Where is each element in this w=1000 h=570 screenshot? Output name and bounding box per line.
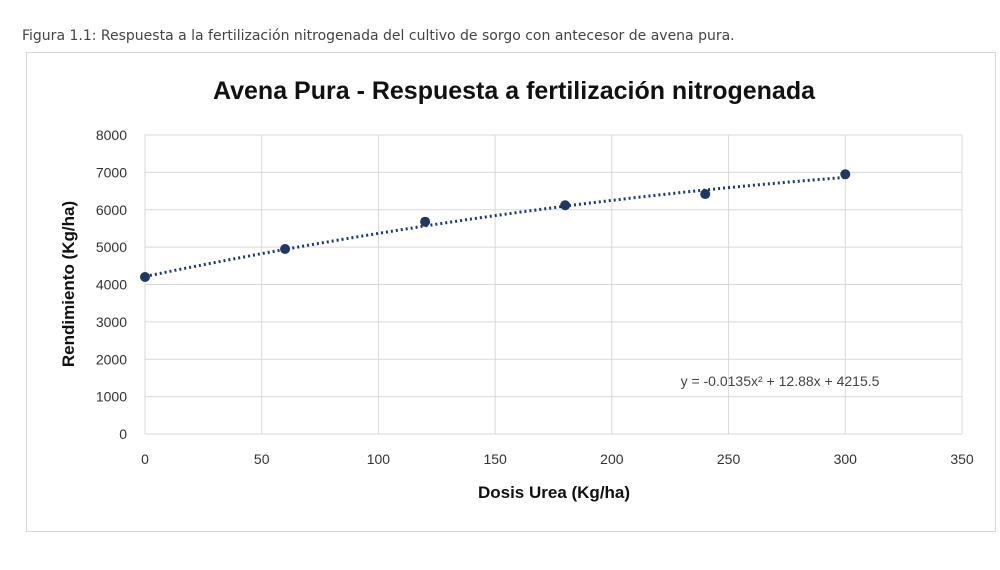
x-tick-label: 0 [141, 451, 149, 467]
data-point [560, 200, 571, 211]
x-tick-label: 300 [834, 451, 858, 467]
x-tick-label: 250 [717, 451, 741, 467]
y-tick-label: 1000 [96, 389, 127, 405]
x-axis-label: Dosis Urea (Kg/ha) [478, 483, 630, 502]
data-point [280, 243, 291, 254]
trendline-group [144, 175, 846, 278]
y-tick-label: 7000 [96, 164, 127, 180]
trendline [144, 175, 846, 278]
x-tick-label: 100 [367, 451, 391, 467]
chart-title: Avena Pura - Respuesta a fertilización n… [213, 77, 816, 105]
x-tick-label: 150 [483, 451, 507, 467]
y-tick-label: 2000 [96, 351, 127, 367]
y-tick-label: 6000 [96, 202, 127, 218]
y-tick-label: 5000 [96, 239, 127, 255]
data-point [840, 169, 851, 180]
y-tick-label: 3000 [96, 314, 127, 330]
tick-labels: 0 1000 2000 3000 4000 5000 6000 7000 8000 0 50 100 1… [96, 127, 974, 467]
grid [144, 134, 963, 435]
x-tick-label: 350 [950, 451, 974, 467]
chart-frame [26, 52, 996, 532]
y-tick-label: 0 [119, 426, 127, 442]
data-points [140, 169, 851, 283]
y-tick-label: 4000 [96, 277, 127, 293]
data-point [700, 189, 711, 200]
x-tick-label: 200 [600, 451, 624, 467]
trendline-equation: y = -0.0135x² + 12.88x + 4215.5 [681, 373, 880, 389]
y-tick-label: 8000 [96, 127, 127, 143]
figure-caption: Figura 1.1: Respuesta a la fertilización… [22, 28, 735, 44]
data-point [140, 272, 150, 283]
y-axis-label: Rendimiento (Kg/ha) [59, 201, 78, 367]
data-point [420, 216, 431, 227]
x-tick-label: 50 [254, 451, 270, 467]
